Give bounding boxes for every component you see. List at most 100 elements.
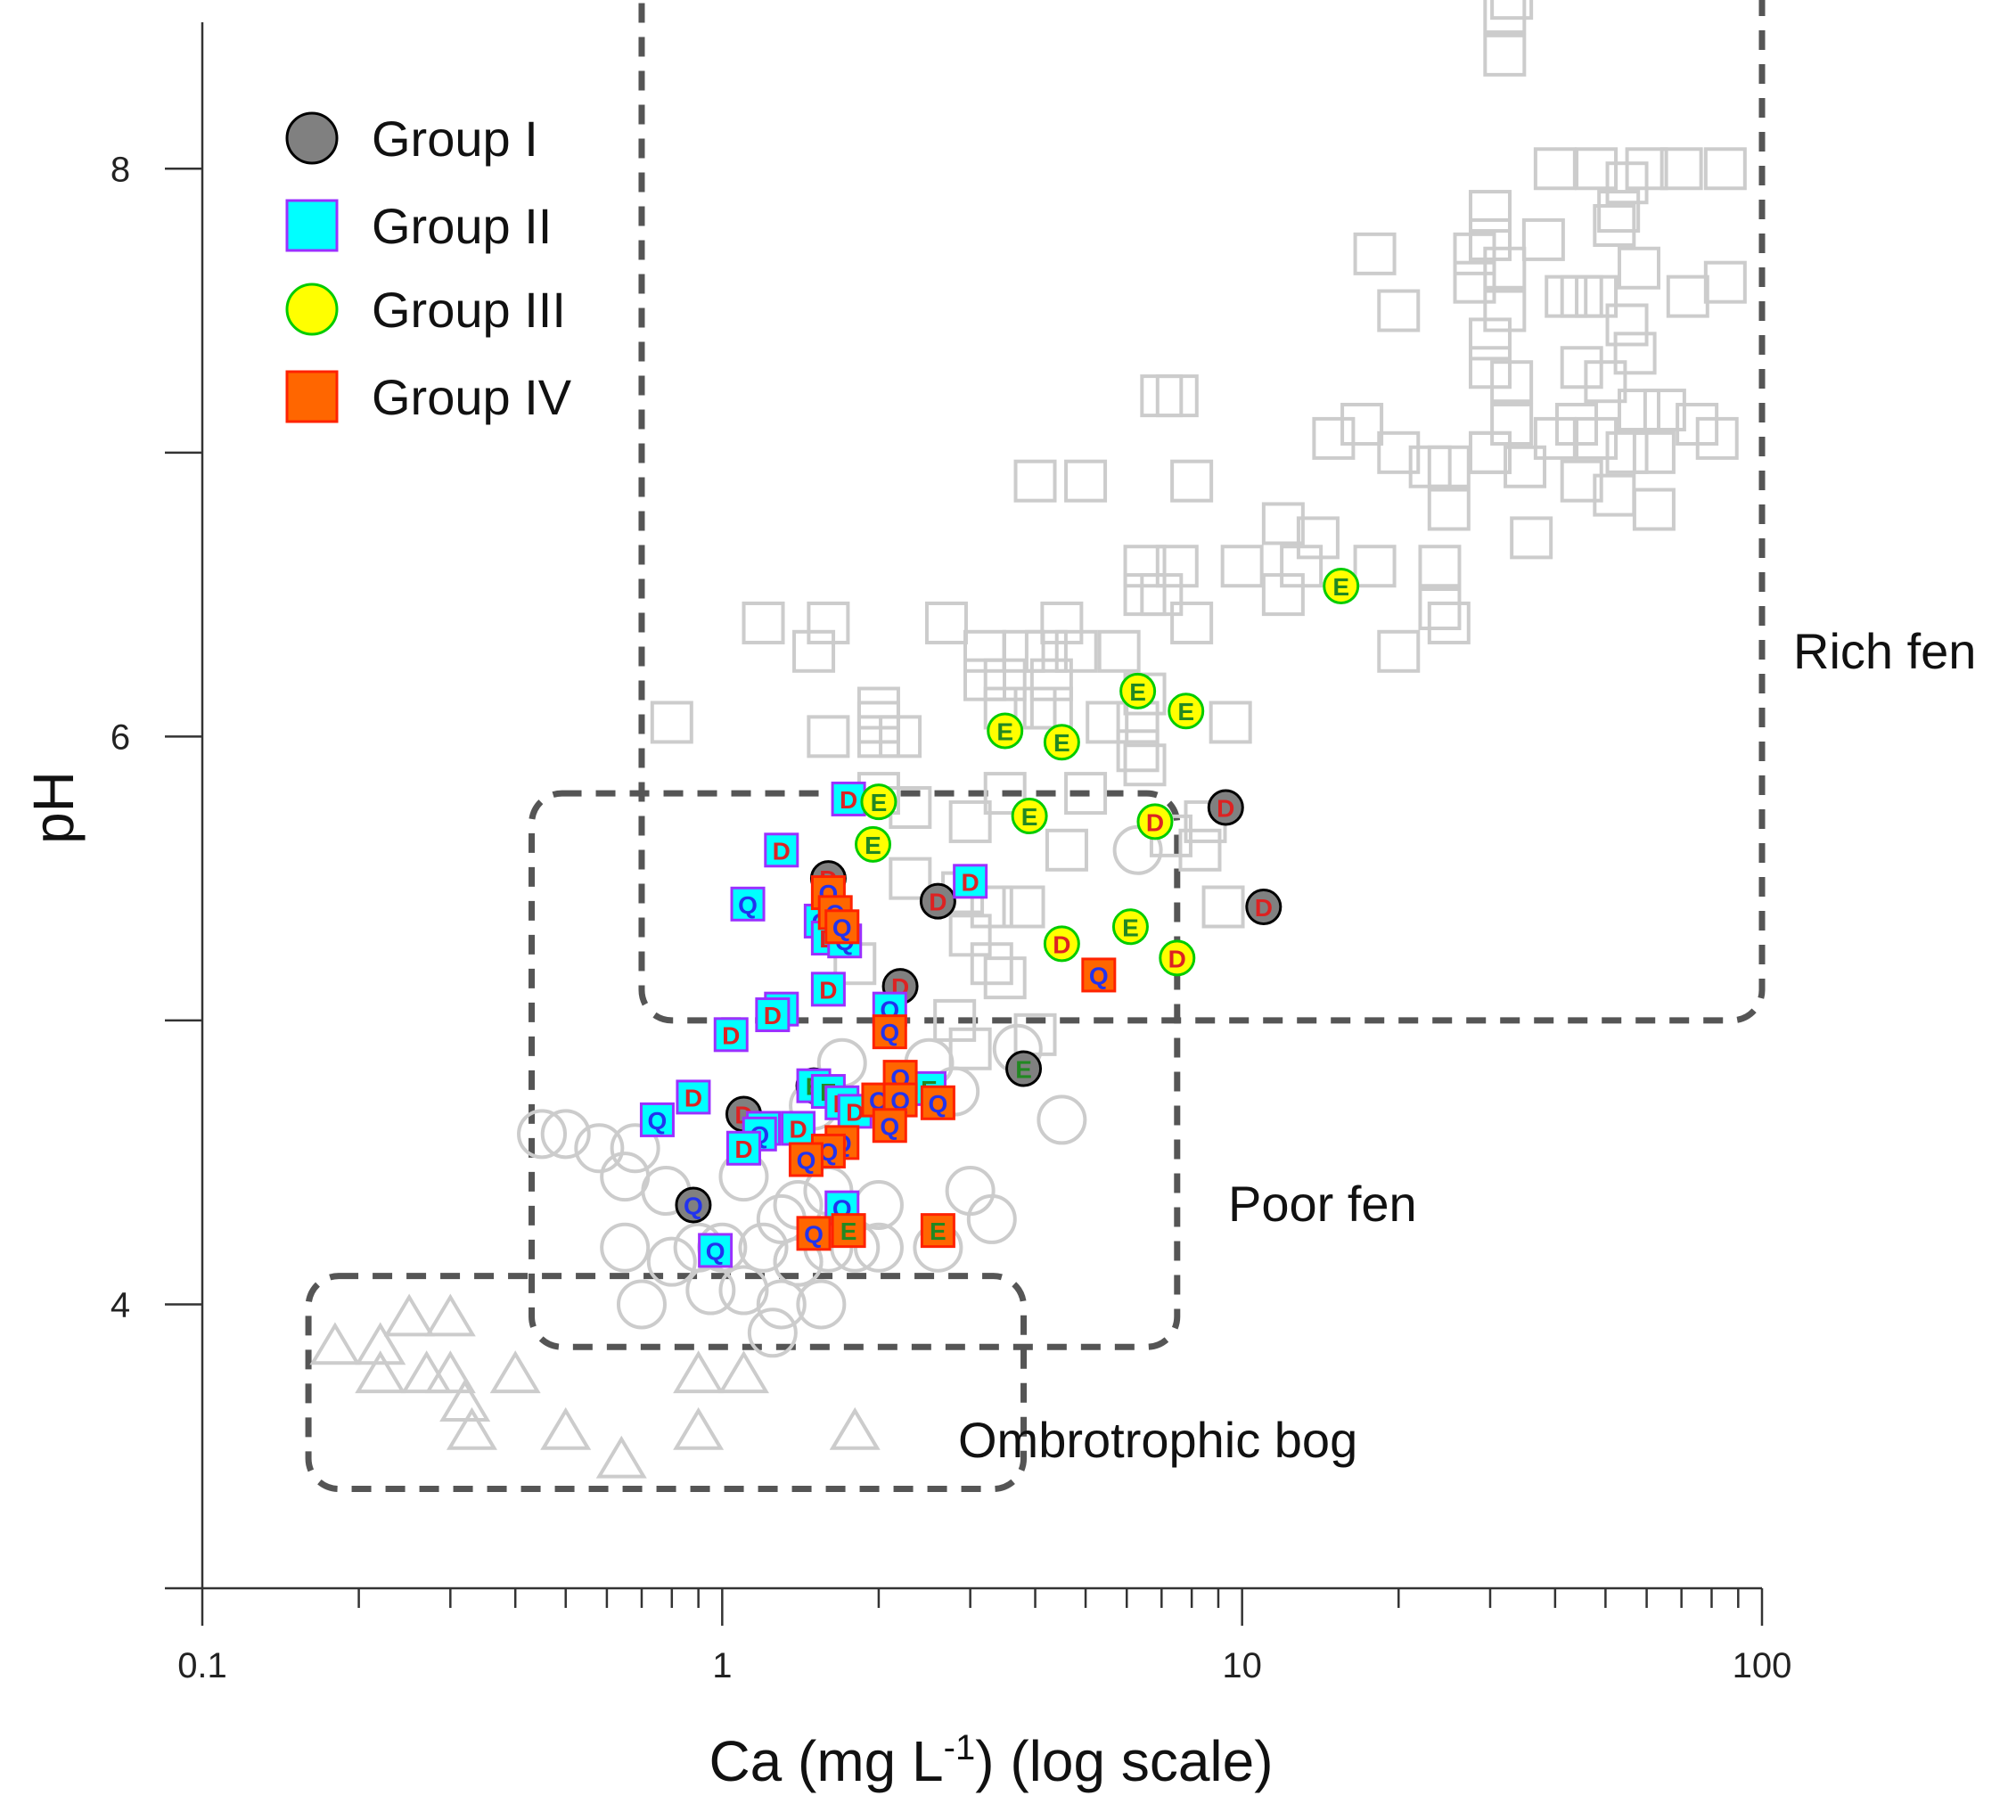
legend-item-group-1: Group I bbox=[285, 111, 538, 167]
legend-swatch-circle bbox=[285, 283, 339, 336]
point-marker-square bbox=[698, 1233, 733, 1268]
background-square bbox=[1533, 147, 1577, 191]
data-point: E bbox=[860, 783, 897, 821]
background-square bbox=[983, 956, 1027, 1000]
legend-label: Group II bbox=[372, 198, 552, 254]
data-point: D bbox=[1245, 888, 1283, 925]
background-square bbox=[1483, 246, 1527, 290]
background-square bbox=[1170, 601, 1214, 644]
data-point: Q bbox=[882, 1082, 918, 1118]
data-point: D bbox=[919, 882, 956, 920]
background-square bbox=[1377, 289, 1421, 332]
region-box bbox=[638, 0, 1766, 1024]
legend-item-group-3: Group III bbox=[285, 282, 566, 338]
data-point: E bbox=[831, 1213, 866, 1249]
background-square bbox=[948, 799, 992, 843]
y-tick-label: 6 bbox=[111, 717, 130, 757]
point-marker-circle bbox=[1011, 798, 1048, 835]
background-square bbox=[807, 601, 850, 644]
axes bbox=[201, 22, 1762, 1590]
point-marker-circle bbox=[1168, 693, 1205, 730]
background-square bbox=[1002, 885, 1045, 929]
background-circle bbox=[796, 1279, 847, 1330]
point-label: D bbox=[1255, 894, 1273, 922]
background-circle bbox=[616, 1279, 667, 1330]
background-square bbox=[1408, 445, 1452, 488]
point-marker-square bbox=[831, 1213, 866, 1249]
data-point: D bbox=[676, 1079, 711, 1115]
background-square bbox=[742, 601, 785, 644]
region-box bbox=[529, 790, 1181, 1350]
region-label-rich-fen: Rich fen bbox=[1793, 623, 1976, 679]
data-point: E bbox=[987, 712, 1024, 750]
point-marker-circle bbox=[1245, 888, 1283, 925]
background-square bbox=[1703, 260, 1747, 304]
data-point: Q bbox=[675, 1186, 712, 1224]
background-square bbox=[1483, 289, 1527, 332]
background-square bbox=[1632, 488, 1676, 531]
point-marker-square bbox=[872, 1014, 907, 1050]
data-point: D bbox=[713, 1017, 749, 1053]
background-square bbox=[1605, 161, 1649, 205]
legend-label: Group I bbox=[372, 111, 538, 167]
data-point: Q bbox=[639, 1102, 675, 1137]
background-square bbox=[1468, 190, 1512, 234]
point-label: D bbox=[846, 1098, 864, 1126]
y-axis-title: pH bbox=[21, 771, 86, 844]
point-label: E bbox=[996, 717, 1013, 745]
background-square bbox=[1575, 275, 1619, 318]
legend-swatch-square bbox=[285, 370, 339, 423]
x-axis-title: Ca (mg L-1) (log scale) bbox=[709, 1728, 1273, 1793]
background-square bbox=[856, 715, 900, 758]
point-label: D bbox=[1146, 808, 1164, 836]
background-triangle bbox=[595, 1435, 647, 1479]
background-square bbox=[1377, 629, 1421, 673]
x-tick-label: 0.1 bbox=[177, 1646, 227, 1685]
x-axis-title-superscript: -1 bbox=[944, 1728, 976, 1767]
background-square bbox=[1054, 629, 1098, 673]
data-point: Q bbox=[788, 1142, 824, 1177]
data-point: D bbox=[810, 971, 846, 1007]
point-label: D bbox=[734, 1135, 752, 1163]
point-marker-circle bbox=[1136, 803, 1174, 840]
point-label: D bbox=[1217, 795, 1234, 823]
data-point: E bbox=[1111, 908, 1149, 946]
data-point: D bbox=[831, 781, 866, 816]
background-square bbox=[1703, 147, 1747, 191]
data-point: Q bbox=[730, 886, 766, 922]
background-square bbox=[1490, 0, 1534, 20]
point-label: Q bbox=[890, 1087, 910, 1115]
background-square bbox=[807, 715, 850, 758]
point-label: E bbox=[930, 1217, 947, 1245]
legend-marker-circle-gray bbox=[285, 111, 339, 165]
background-square bbox=[1353, 232, 1397, 275]
background-circle bbox=[574, 1123, 625, 1174]
y-tick-label: 4 bbox=[111, 1285, 130, 1324]
background-square bbox=[856, 686, 900, 730]
background-square bbox=[1660, 147, 1703, 191]
point-marker-square bbox=[872, 1108, 907, 1144]
background-square bbox=[970, 942, 1013, 986]
background-square bbox=[1201, 885, 1245, 929]
point-marker-circle bbox=[855, 825, 892, 863]
background-square bbox=[1597, 190, 1641, 234]
background-square bbox=[1123, 545, 1167, 588]
point-marker-square bbox=[781, 1111, 816, 1146]
background-square bbox=[1296, 516, 1340, 560]
point-label: D bbox=[789, 1115, 807, 1143]
point-label: Q bbox=[832, 914, 852, 941]
background-triangle bbox=[355, 1322, 406, 1365]
background-triangle bbox=[489, 1350, 541, 1394]
background-square bbox=[1013, 686, 1057, 730]
point-label: Q bbox=[797, 1146, 816, 1174]
background-square bbox=[1024, 629, 1068, 673]
point-marker-square bbox=[953, 864, 988, 899]
point-label: E bbox=[1021, 803, 1038, 831]
point-label: D bbox=[840, 786, 857, 814]
point-label: Q bbox=[706, 1237, 725, 1265]
legend-marker-square-cyan bbox=[285, 199, 339, 252]
background-square bbox=[970, 885, 1013, 929]
background-square bbox=[1593, 203, 1636, 247]
background-square bbox=[1545, 275, 1588, 318]
background-square bbox=[1483, 33, 1527, 77]
